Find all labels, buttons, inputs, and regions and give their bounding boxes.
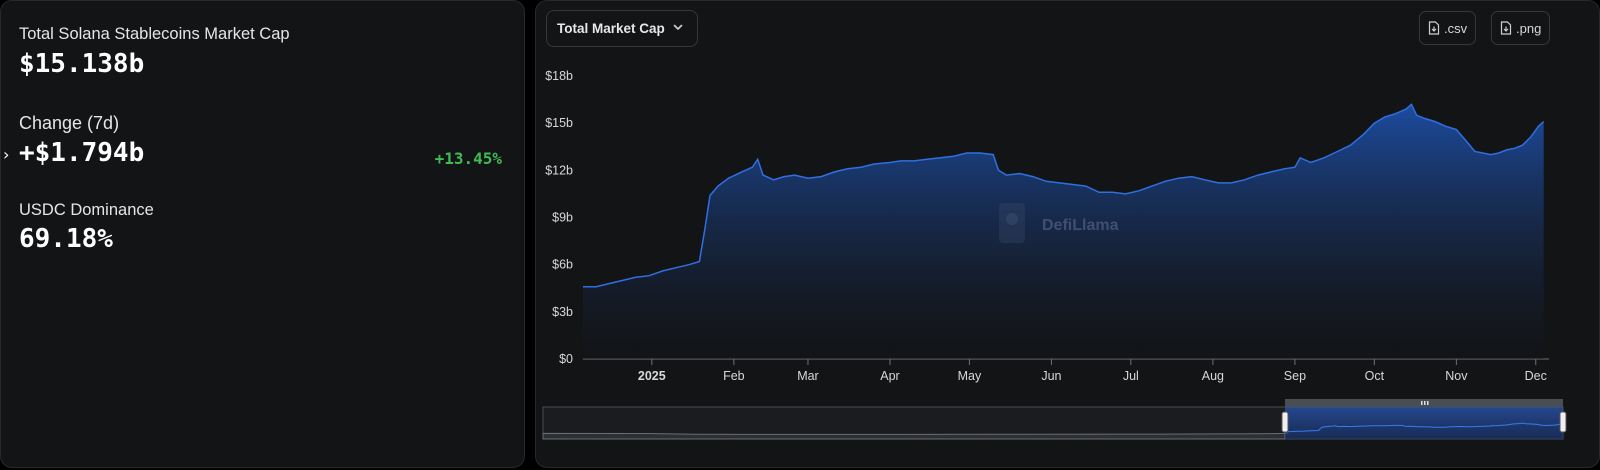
x-tick-label: Jul — [1123, 369, 1139, 383]
png-download-button[interactable]: .png — [1491, 11, 1551, 45]
change-value: +$1.794b — [19, 138, 145, 168]
y-tick-label: $6b — [552, 258, 573, 272]
x-tick-label: Oct — [1365, 369, 1385, 383]
chevron-right-icon[interactable]: › — [3, 145, 10, 164]
png-label: .png — [1516, 20, 1542, 36]
series-area — [583, 104, 1544, 359]
metric-select-label: Total Market Cap — [557, 21, 665, 36]
llama-logo-icon-detail — [1006, 213, 1018, 225]
x-tick-label: Aug — [1202, 369, 1224, 383]
x-tick-label: Mar — [797, 369, 819, 383]
watermark: DefiLlama — [999, 203, 1119, 243]
y-tick-label: $15b — [545, 116, 573, 130]
file-download-icon — [1428, 21, 1440, 35]
y-tick-label: $9b — [552, 211, 573, 225]
x-tick-label: 2025 — [638, 369, 666, 383]
market-cap-value: $15.138b — [19, 49, 145, 79]
csv-download-button[interactable]: .csv — [1419, 11, 1477, 45]
llama-logo-icon — [999, 203, 1025, 243]
chart-panel: Total Market Cap .csv .png $0 — [535, 0, 1600, 468]
navigator-selection-line — [1285, 422, 1562, 433]
navigator-handle-right[interactable] — [1559, 411, 1567, 433]
summary-panel: Total Solana Stablecoins Market Cap $15.… — [0, 0, 525, 468]
range-navigator[interactable] — [542, 399, 1567, 440]
dominance-value: 69.18% — [19, 224, 113, 254]
x-tick-label: Sep — [1284, 369, 1306, 383]
chevron-down-icon — [673, 24, 683, 30]
metric-select[interactable]: Total Market Cap — [546, 10, 698, 47]
navigator-line — [542, 430, 1290, 440]
x-axis: 2025 Feb Mar Apr May Jun Jul Aug Sep Oct Nov Dec — [583, 358, 1549, 383]
dominance-label: USDC Dominance — [19, 201, 154, 219]
navigator-selection[interactable] — [1285, 407, 1563, 439]
x-tick-label: Apr — [880, 369, 899, 383]
file-download-icon — [1500, 21, 1512, 35]
y-tick-label: $12b — [545, 163, 573, 177]
y-axis: $0 $3b $6b $9b $12b $15b $18b — [545, 69, 573, 366]
change-label: Change (7d) — [19, 113, 120, 133]
navigator-handle-left[interactable] — [1281, 411, 1289, 433]
y-tick-label: $0 — [559, 352, 573, 366]
csv-label: .csv — [1444, 20, 1468, 36]
x-tick-label: Nov — [1445, 369, 1468, 383]
y-tick-label: $3b — [552, 305, 573, 319]
x-tick-label: Dec — [1525, 369, 1547, 383]
series-line — [583, 103, 1545, 288]
change-percent: +13.45% — [434, 149, 502, 168]
x-tick-label: Jun — [1041, 369, 1061, 383]
x-tick-label: May — [958, 369, 982, 383]
market-cap-label: Total Solana Stablecoins Market Cap — [19, 25, 290, 43]
grip-icon — [1421, 401, 1429, 405]
y-tick-label: $18b — [545, 69, 573, 83]
x-tick-label: Feb — [723, 369, 745, 383]
market-cap-chart[interactable]: $0 $3b $6b $9b $12b $15b $18b 2025 Feb Mar Apr May… — [536, 1, 1600, 469]
watermark-text: DefiLlama — [1042, 217, 1119, 234]
